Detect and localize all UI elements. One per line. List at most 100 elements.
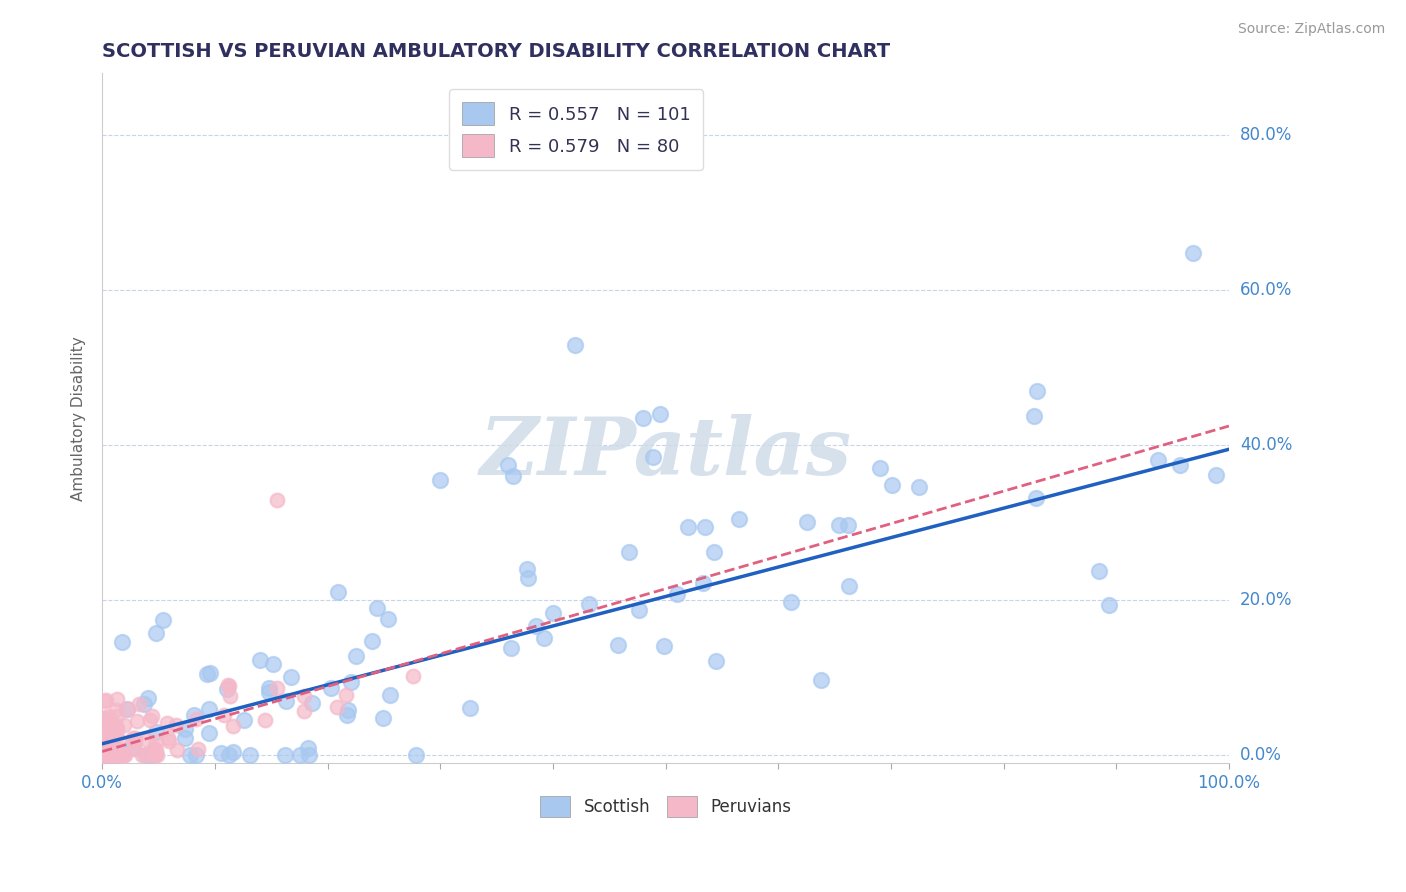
Point bbox=[136, 690, 159, 705]
Point bbox=[145, 735, 167, 749]
Point bbox=[143, 747, 166, 762]
Point bbox=[288, 747, 311, 762]
Point bbox=[292, 704, 315, 718]
Point bbox=[93, 747, 115, 762]
Point bbox=[1024, 409, 1046, 424]
Point bbox=[218, 747, 240, 762]
Point bbox=[266, 681, 288, 695]
Point bbox=[1025, 491, 1047, 505]
Point bbox=[107, 747, 129, 762]
Point bbox=[155, 716, 177, 731]
Point bbox=[183, 708, 205, 723]
Point bbox=[96, 745, 118, 759]
Text: 60.0%: 60.0% bbox=[1240, 281, 1292, 300]
Point bbox=[257, 681, 280, 696]
Point bbox=[105, 723, 128, 737]
Point bbox=[142, 747, 165, 762]
Point bbox=[145, 626, 167, 640]
Point bbox=[564, 337, 586, 351]
Point bbox=[93, 747, 115, 762]
Point bbox=[94, 747, 117, 762]
Legend: Scottish, Peruvians: Scottish, Peruvians bbox=[533, 789, 797, 824]
Point bbox=[297, 740, 319, 755]
Point bbox=[112, 747, 135, 762]
Point bbox=[274, 694, 297, 708]
Point bbox=[321, 681, 343, 696]
Point bbox=[111, 635, 134, 649]
Point bbox=[114, 747, 136, 762]
Point bbox=[186, 712, 208, 726]
Point bbox=[93, 694, 115, 708]
Point bbox=[460, 701, 482, 715]
Point bbox=[233, 713, 256, 727]
Point bbox=[516, 571, 538, 585]
Point bbox=[218, 680, 240, 694]
Point bbox=[166, 743, 188, 757]
Point bbox=[652, 639, 675, 653]
Point bbox=[157, 731, 180, 745]
Point bbox=[1205, 468, 1227, 483]
Point bbox=[779, 595, 801, 609]
Point bbox=[93, 711, 115, 725]
Point bbox=[97, 747, 120, 762]
Point bbox=[628, 603, 651, 617]
Point bbox=[187, 741, 209, 756]
Point bbox=[98, 747, 121, 762]
Point bbox=[727, 512, 749, 526]
Point bbox=[703, 545, 725, 559]
Point bbox=[105, 691, 128, 706]
Point bbox=[325, 700, 347, 714]
Point bbox=[105, 747, 128, 762]
Point bbox=[676, 520, 699, 534]
Point bbox=[501, 640, 523, 655]
Point bbox=[93, 738, 115, 752]
Point bbox=[326, 585, 349, 599]
Point bbox=[344, 649, 367, 664]
Point bbox=[152, 613, 174, 627]
Text: 40.0%: 40.0% bbox=[1240, 436, 1292, 454]
Point bbox=[869, 460, 891, 475]
Point bbox=[136, 733, 159, 747]
Point bbox=[217, 682, 239, 697]
Point bbox=[179, 747, 201, 762]
Point bbox=[112, 747, 135, 762]
Point bbox=[429, 473, 451, 487]
Point bbox=[97, 747, 120, 762]
Point bbox=[648, 408, 671, 422]
Point bbox=[128, 698, 150, 712]
Point bbox=[1168, 458, 1191, 473]
Point bbox=[145, 742, 167, 756]
Point bbox=[132, 697, 155, 711]
Point bbox=[96, 747, 118, 762]
Text: Source: ZipAtlas.com: Source: ZipAtlas.com bbox=[1237, 22, 1385, 37]
Point bbox=[222, 719, 245, 733]
Point bbox=[828, 517, 851, 532]
Point bbox=[94, 747, 117, 762]
Point bbox=[100, 747, 122, 762]
Point bbox=[266, 492, 288, 507]
Point bbox=[606, 638, 628, 652]
Point bbox=[94, 728, 117, 742]
Text: 20.0%: 20.0% bbox=[1240, 591, 1292, 609]
Point bbox=[617, 545, 640, 559]
Point bbox=[93, 739, 115, 753]
Point bbox=[524, 619, 547, 633]
Point bbox=[93, 729, 115, 743]
Point bbox=[135, 747, 157, 762]
Text: 80.0%: 80.0% bbox=[1240, 127, 1292, 145]
Point bbox=[838, 579, 860, 593]
Point bbox=[217, 678, 239, 692]
Point bbox=[280, 670, 302, 684]
Point bbox=[145, 725, 167, 739]
Point bbox=[198, 725, 221, 739]
Point bbox=[298, 747, 321, 762]
Point bbox=[146, 747, 169, 762]
Point bbox=[93, 741, 115, 756]
Point bbox=[98, 739, 121, 753]
Point bbox=[165, 718, 187, 732]
Point bbox=[173, 731, 195, 745]
Point bbox=[195, 667, 218, 681]
Point bbox=[219, 690, 242, 704]
Point bbox=[274, 747, 297, 762]
Point bbox=[108, 747, 131, 762]
